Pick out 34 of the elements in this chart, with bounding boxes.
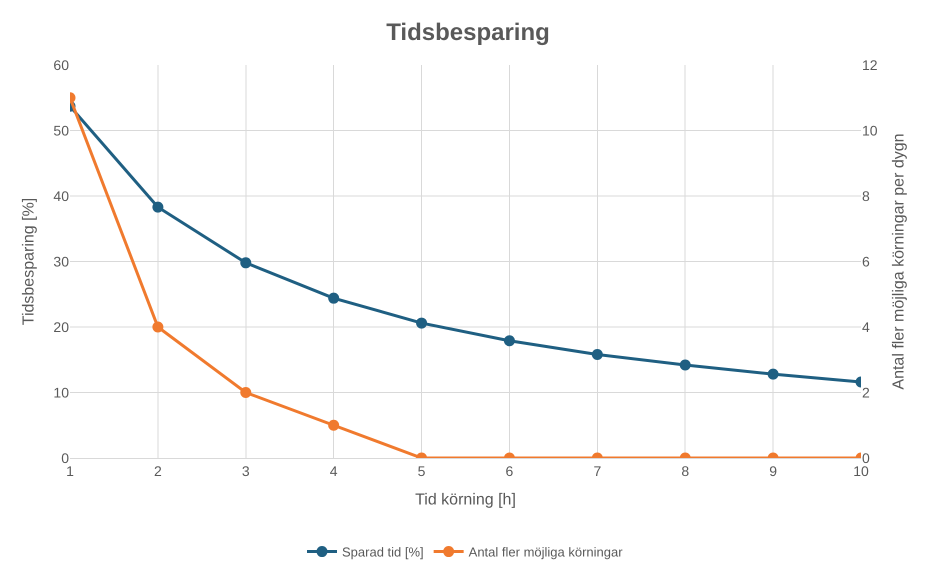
x-tick-label: 3: [242, 462, 250, 479]
point: [504, 335, 515, 346]
y2-tick-label: 12: [862, 56, 878, 73]
y2-tick-label: 4: [862, 318, 870, 335]
chart-title: Tidsbesparing: [386, 18, 550, 46]
y-tick-label: 10: [53, 384, 70, 400]
y-tick-label: 60: [53, 56, 70, 73]
y2-tick-label: 2: [862, 384, 870, 400]
point: [768, 368, 779, 380]
x-tick-label: 9: [769, 462, 778, 479]
point: [592, 349, 603, 360]
point: [680, 359, 691, 370]
x-axis-title: Tid körning [h]: [415, 492, 516, 508]
y-tick-label: 20: [53, 318, 70, 335]
y2-tick-label: 6: [862, 253, 870, 270]
y-tick-label: 50: [53, 122, 70, 138]
x-tick-label: 8: [681, 462, 690, 479]
point: [416, 318, 428, 329]
y-tick-label: 30: [53, 253, 70, 270]
y-tick-label: 40: [53, 188, 70, 204]
x-tick-label: 5: [418, 462, 426, 479]
y2-tick-label: 10: [862, 122, 878, 138]
legend-label: Sparad tid [%]: [342, 544, 424, 560]
x-tick-label: 6: [506, 462, 514, 479]
x-tick-label: 7: [593, 462, 602, 479]
x-tick-label: 2: [154, 462, 162, 479]
x-tick-label: 4: [330, 462, 338, 479]
point: [328, 292, 340, 304]
y2-tick-label: 8: [862, 188, 870, 204]
point: [152, 202, 164, 213]
y2-axis-title: Antal fler möjliga körningar per dygn: [890, 133, 908, 390]
legend-label: Antal fler möjliga körningar: [468, 544, 624, 560]
point: [240, 257, 252, 268]
y-axis-title: Tidsbesparing [%]: [20, 198, 38, 326]
